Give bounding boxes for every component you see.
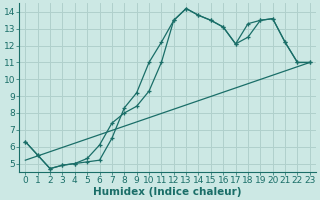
X-axis label: Humidex (Indice chaleur): Humidex (Indice chaleur) (93, 187, 242, 197)
